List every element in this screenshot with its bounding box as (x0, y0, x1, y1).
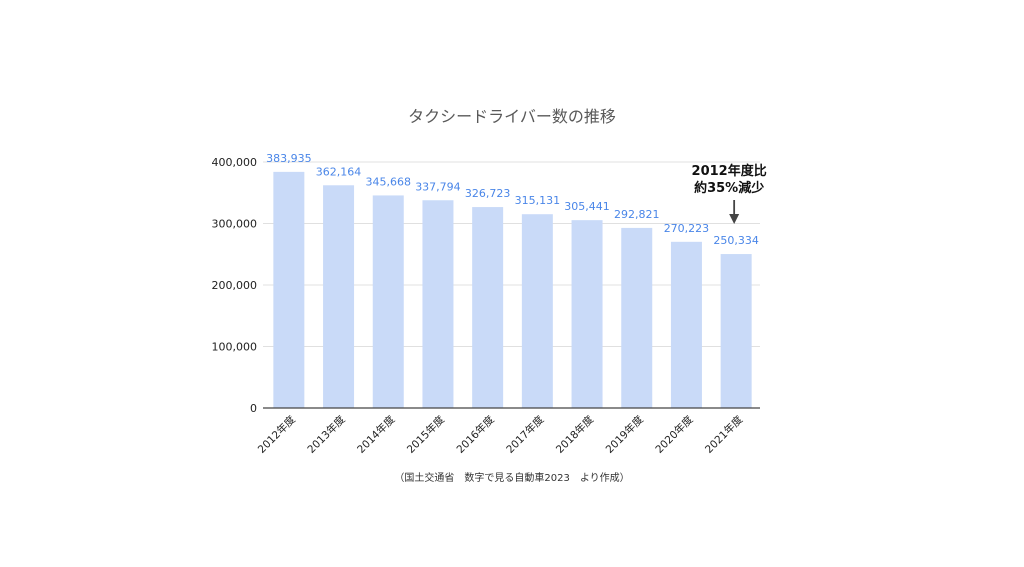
bars (273, 171, 752, 408)
x-tick-label: 2019年度 (603, 413, 646, 456)
bar (422, 200, 454, 408)
data-label: 337,794 (415, 180, 461, 193)
x-tick-label: 2017年度 (504, 413, 547, 456)
data-labels: 383,935 362,164 345,668 337,794 326,723 315,1… (266, 152, 759, 247)
data-label: 305,441 (564, 200, 610, 213)
x-tick-label: 2014年度 (354, 413, 397, 456)
data-label: 326,723 (465, 187, 511, 200)
x-tick-label: 2016年度 (454, 413, 497, 456)
bar (621, 227, 653, 408)
bar (273, 171, 305, 408)
chart-title: タクシードライバー数の推移 (408, 107, 616, 126)
annotation: 2012年度比 約35%減少 (692, 163, 767, 224)
annotation-line1: 2012年度比 (692, 163, 767, 179)
x-tick-label: 2021年度 (702, 413, 745, 456)
bar (521, 214, 553, 408)
x-tick-label: 2015年度 (404, 413, 447, 456)
data-label: 315,131 (515, 194, 561, 207)
source-note: （国土交通省 数字で見る自動車2023 より作成） (394, 471, 629, 484)
x-tick-label: 2018年度 (553, 413, 596, 456)
x-tick-label: 2012年度 (255, 413, 298, 456)
y-tick-label: 200,000 (212, 279, 258, 292)
data-label: 362,164 (316, 165, 362, 178)
bar (323, 185, 355, 408)
annotation-line2: 約35%減少 (694, 180, 764, 196)
y-tick-label: 0 (250, 402, 257, 415)
data-label: 250,334 (713, 234, 759, 247)
x-axis-ticks: 2012年度 2013年度 2014年度 2015年度 2016年度 2017年度 2018… (255, 413, 746, 456)
x-tick-label: 2020年度 (653, 413, 696, 456)
y-tick-label: 100,000 (212, 341, 258, 354)
y-tick-label: 400,000 (212, 156, 258, 169)
annotation-arrow-head-icon (729, 214, 740, 224)
y-tick-label: 300,000 (212, 218, 258, 231)
bar (670, 241, 702, 408)
bar (472, 207, 504, 408)
x-tick-label: 2013年度 (305, 413, 348, 456)
bar (720, 254, 752, 408)
data-label: 345,668 (366, 175, 412, 188)
data-label: 292,821 (614, 208, 660, 221)
data-label: 270,223 (664, 222, 710, 235)
data-label: 383,935 (266, 152, 312, 165)
y-axis-ticks: 0 100,000 200,000 300,000 400,000 (212, 156, 258, 415)
bar (372, 195, 404, 408)
bar (571, 220, 603, 408)
